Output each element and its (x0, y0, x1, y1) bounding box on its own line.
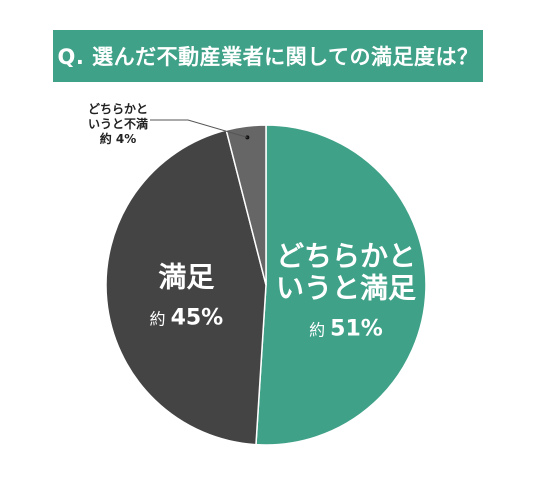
pie-slice-3 (225, 124, 267, 286)
pie-slice-2 (105, 129, 267, 446)
slice-3-label-line-2: いうと不満 (88, 116, 148, 131)
pie-slice-1 (255, 124, 427, 446)
slice-3-value-label: 約 4% (100, 131, 137, 146)
slice-2-value-label: 約 45% (149, 306, 223, 331)
slice-3-label-line-1: どちらかと (88, 102, 148, 116)
slice-1-value-label: 約 51% (309, 317, 383, 342)
slice-3-leader-line (150, 119, 248, 138)
chart-title: Q. 選んだ不動産業者に関しての満足度は？ (53, 30, 483, 82)
slice-2-label-line-1: 満足 (158, 261, 214, 294)
slice-1-label-line-1: どちらかと (276, 240, 416, 273)
slice-1-label-line-2: いうと満足 (276, 272, 416, 305)
